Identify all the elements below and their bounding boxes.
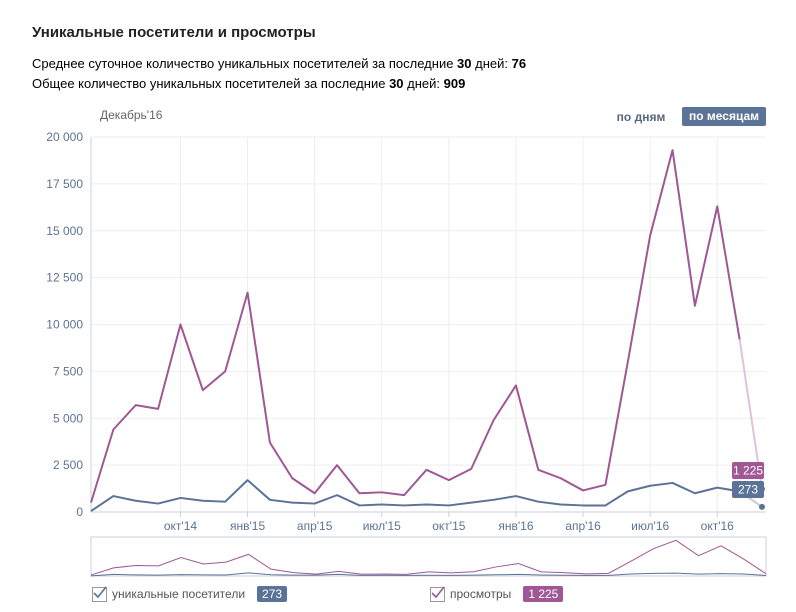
x-tick-label: янв'16 xyxy=(498,519,533,533)
current-views-label: 1 225 xyxy=(733,464,763,478)
legend-visitors-toggle[interactable]: уникальные посетители 273 xyxy=(92,586,288,602)
legend-views-value: 1 225 xyxy=(523,586,564,602)
y-tick-label: 12 500 xyxy=(46,271,83,285)
y-tick-label: 2 500 xyxy=(53,458,83,472)
y-tick-label: 5 000 xyxy=(53,411,83,425)
checkmark-icon xyxy=(93,586,107,598)
by-days-button[interactable]: по дням xyxy=(616,110,666,124)
x-tick-label: окт'14 xyxy=(164,519,198,533)
views-checkbox[interactable] xyxy=(430,586,445,602)
x-tick-label: апр'15 xyxy=(297,519,333,533)
total-visitors-stat: Общее количество уникальных посетителей … xyxy=(32,76,466,91)
by-months-button[interactable]: по месяцам xyxy=(682,107,766,126)
x-tick-label: окт'15 xyxy=(432,519,466,533)
navigator-line-views xyxy=(90,539,767,576)
current-views-label-bg xyxy=(732,462,764,479)
page-title: Уникальные посетители и просмотры xyxy=(32,24,316,41)
series-line-views xyxy=(90,149,741,503)
navigator-line-visitors xyxy=(90,572,767,577)
visitors-checkbox[interactable] xyxy=(92,586,107,602)
avg-daily-visitors-stat: Среднее суточное количество уникальных п… xyxy=(32,56,527,71)
navigator-frame[interactable] xyxy=(90,536,767,577)
x-tick-label: июл'15 xyxy=(363,519,401,533)
legend-views-label: просмотры xyxy=(450,587,512,601)
checkmark-icon xyxy=(431,586,445,598)
legend-visitors-label: уникальные посетители xyxy=(112,587,246,601)
current-visitors-label: 273 xyxy=(738,483,758,497)
y-tick-label: 20 000 xyxy=(46,130,83,144)
x-tick-label: окт'16 xyxy=(701,519,735,533)
y-tick-label: 17 500 xyxy=(46,177,83,191)
series-line-visitors xyxy=(90,479,740,512)
y-tick-label: 7 500 xyxy=(53,364,83,378)
x-tick-label: янв'15 xyxy=(230,519,265,533)
x-tick-label: апр'16 xyxy=(565,519,601,533)
y-tick-label: 10 000 xyxy=(46,318,83,332)
legend-visitors-value: 273 xyxy=(257,586,288,602)
current-month-label: Декабрь'16 xyxy=(100,108,163,122)
legend-views-toggle[interactable]: просмотры 1 225 xyxy=(430,586,564,602)
y-tick-label: 0 xyxy=(76,505,83,519)
current-point xyxy=(759,503,765,510)
current-visitors-label-bg xyxy=(732,481,764,498)
x-tick-label: июл'16 xyxy=(631,519,669,533)
y-tick-label: 15 000 xyxy=(46,224,83,238)
